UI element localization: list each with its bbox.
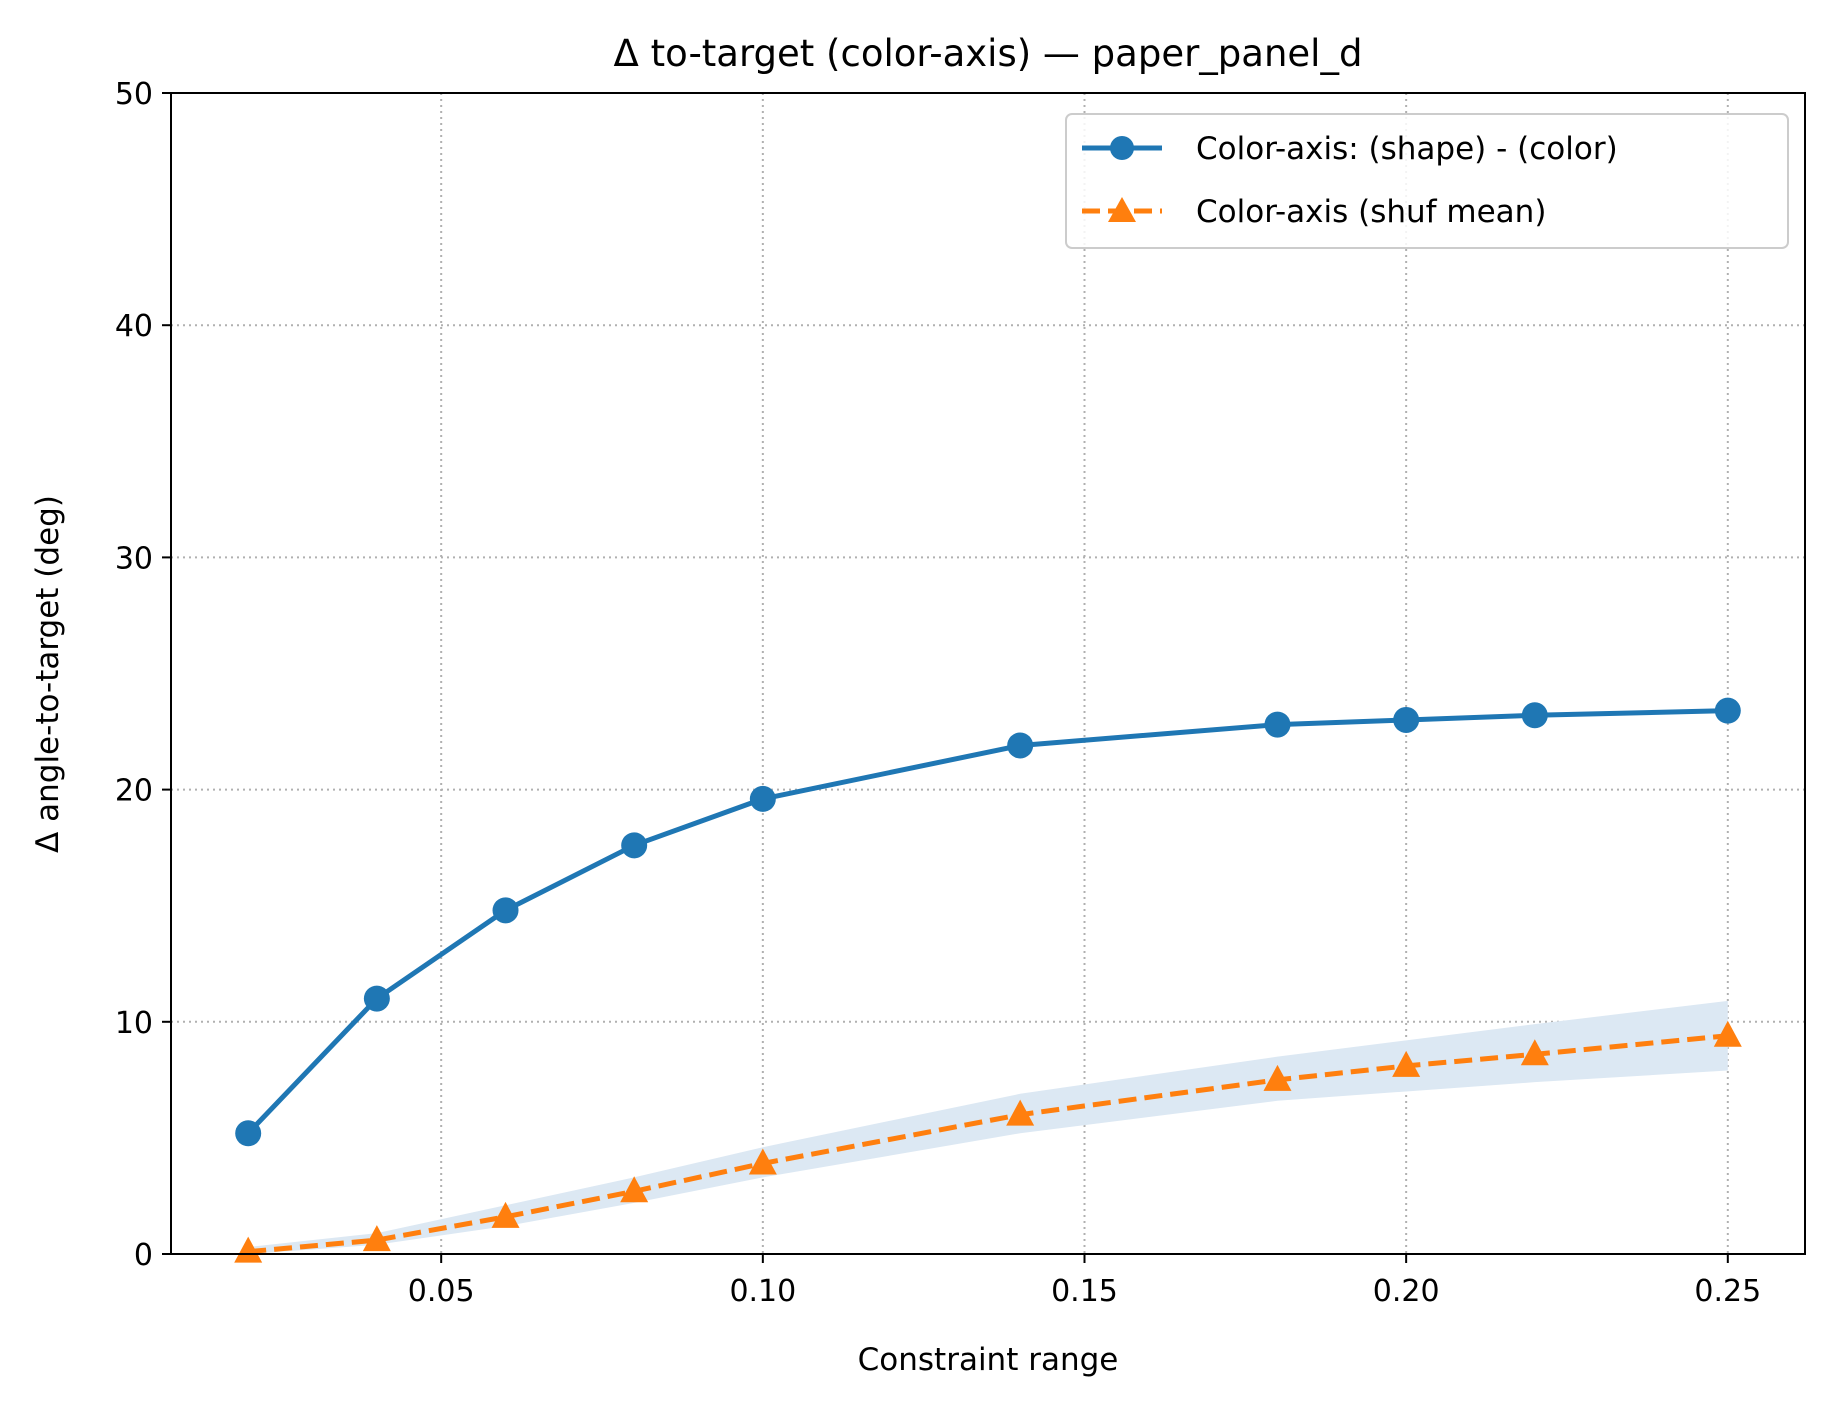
x-tick-label: 0.15 — [1051, 1274, 1118, 1309]
legend-label-series-2: Color-axis (shuf mean) — [1196, 194, 1546, 230]
axes — [162, 92, 1806, 1263]
data-point-series-2 — [620, 1176, 649, 1203]
data-point-series-2 — [234, 1236, 263, 1263]
x-tick-label: 0.05 — [408, 1274, 475, 1309]
tick-labels: 0.05 0.10 0.15 0.20 0.25 0 10 20 30 40 50 — [115, 77, 1761, 1309]
data-point-series-2 — [1006, 1099, 1035, 1126]
data-point-series-2 — [1392, 1050, 1421, 1077]
data-point-series-2 — [1713, 1020, 1742, 1047]
series-layer — [234, 697, 1742, 1263]
data-point-series-1 — [1714, 697, 1741, 724]
data-point-series-1 — [621, 832, 648, 859]
legend-frame — [1065, 113, 1789, 249]
confidence-band-layer — [248, 1000, 1728, 1254]
x-tick-label: 0.10 — [729, 1274, 796, 1309]
series-line-1 — [246, 708, 1728, 1135]
data-point-series-1 — [235, 1120, 262, 1147]
data-point-series-2 — [1263, 1064, 1292, 1091]
shuffle-band — [248, 1000, 1728, 1254]
data-point-series-1 — [1393, 706, 1420, 733]
x-tick-label: 0.20 — [1373, 1274, 1440, 1309]
chart-title: Δ to-target (color-axis) — paper_panel_d — [614, 32, 1363, 75]
legend: Color-axis: (shape) - (color) Color-axis… — [1065, 113, 1789, 249]
data-point-series-1 — [1007, 732, 1034, 759]
series-line-2 — [247, 1033, 1729, 1255]
data-point-series-1 — [492, 897, 519, 924]
y-tick-label: 10 — [115, 1006, 153, 1041]
data-point-series-2 — [1520, 1039, 1549, 1066]
y-tick-label: 20 — [115, 774, 153, 809]
y-tick-label: 50 — [115, 77, 153, 112]
legend-marker-series-1 — [1110, 136, 1134, 160]
y-tick-label: 0 — [134, 1238, 153, 1273]
legend-marker-series-2 — [1108, 197, 1136, 222]
y-tick-label: 40 — [115, 309, 153, 344]
legend-label-series-1: Color-axis: (shape) - (color) — [1196, 131, 1618, 167]
y-tick-label: 30 — [115, 541, 153, 576]
data-point-series-2 — [748, 1148, 777, 1175]
x-tick-label: 0.25 — [1694, 1274, 1761, 1309]
x-axis-title: Constraint range — [858, 1342, 1119, 1378]
data-point-series-2 — [491, 1201, 520, 1228]
axes-frame — [170, 92, 1806, 1255]
data-point-series-1 — [749, 785, 776, 812]
y-axis-title: Δ angle-to-target (deg) — [30, 495, 66, 853]
data-point-series-2 — [362, 1225, 391, 1252]
data-point-series-1 — [1264, 711, 1291, 738]
data-point-series-1 — [1521, 702, 1548, 729]
data-point-series-1 — [363, 985, 390, 1012]
